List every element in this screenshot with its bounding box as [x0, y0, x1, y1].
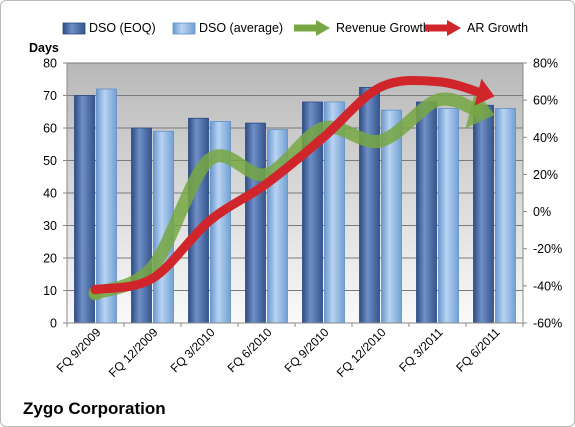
right-tick-label: -60%: [533, 317, 562, 331]
bar-dso-eoq: [131, 127, 152, 324]
right-tick-label: 20%: [533, 168, 558, 182]
legend-revenue-growth-label: Revenue Growth: [336, 21, 430, 35]
bar-dso-average: [438, 108, 459, 324]
left-tick-label: 80: [43, 57, 57, 71]
legend-ar-growth-swatch-head: [447, 20, 461, 36]
right-tick-label: 0%: [533, 205, 551, 219]
revenue-growth-line-arrowhead: [465, 89, 495, 129]
legend-dso-average-swatch: [172, 22, 196, 35]
x-tick-label: FQ 6/2010: [225, 325, 275, 375]
bar-dso-eoq: [245, 122, 266, 324]
bar-dso-eoq: [473, 104, 494, 324]
right-tick-label: 60%: [533, 94, 558, 108]
left-tick-label: 70: [43, 89, 57, 103]
x-tick-label: FQ 6/2011: [453, 325, 503, 375]
x-tick-label: FQ 12/2009: [106, 325, 161, 380]
left-tick-label: 30: [43, 219, 57, 233]
chart-title: Zygo Corporation: [23, 399, 166, 418]
right-tick-label: 40%: [533, 131, 558, 145]
y-axis-title: Days: [29, 41, 59, 55]
ar-growth-line-arrowhead: [474, 78, 495, 106]
left-tick-label: 0: [50, 317, 57, 331]
legend-dso-eoq-swatch: [62, 22, 86, 35]
right-tick-label: 80%: [533, 57, 558, 71]
left-tick-label: 50: [43, 154, 57, 168]
ar-growth-line-start-point: [90, 284, 101, 295]
left-tick-label: 40: [43, 187, 57, 201]
legend-dso-eoq-label: DSO (EOQ): [89, 21, 156, 35]
x-tick-label: FQ 3/2010: [168, 325, 218, 375]
revenue-growth-line: [89, 92, 484, 300]
x-tick-label: FQ 3/2011: [396, 325, 446, 375]
x-tick-label: FQ 9/2010: [282, 325, 332, 375]
bar-dso-eoq: [359, 86, 380, 324]
legend: DSO (EOQ) DSO (average) Revenue Growth AR G…: [62, 20, 528, 36]
legend-dso-average-label: DSO (average): [199, 21, 283, 35]
x-tick-label: FQ 12/2010: [334, 325, 389, 380]
x-tick-label: FQ 9/2009: [54, 325, 104, 375]
growth-lines: [88, 75, 495, 301]
left-tick-label: 10: [43, 284, 57, 298]
bar-dso-eoq: [416, 101, 437, 324]
bar-dso-average: [495, 108, 516, 324]
legend-ar-growth-label: AR Growth: [467, 21, 528, 35]
right-tick-label: -40%: [533, 279, 562, 293]
left-tick-label: 20: [43, 252, 57, 266]
legend-revenue-growth-swatch-head: [316, 20, 330, 36]
right-tick-label: -20%: [533, 242, 562, 256]
left-tick-label: 60: [43, 122, 57, 136]
ar-growth-line: [91, 75, 487, 295]
